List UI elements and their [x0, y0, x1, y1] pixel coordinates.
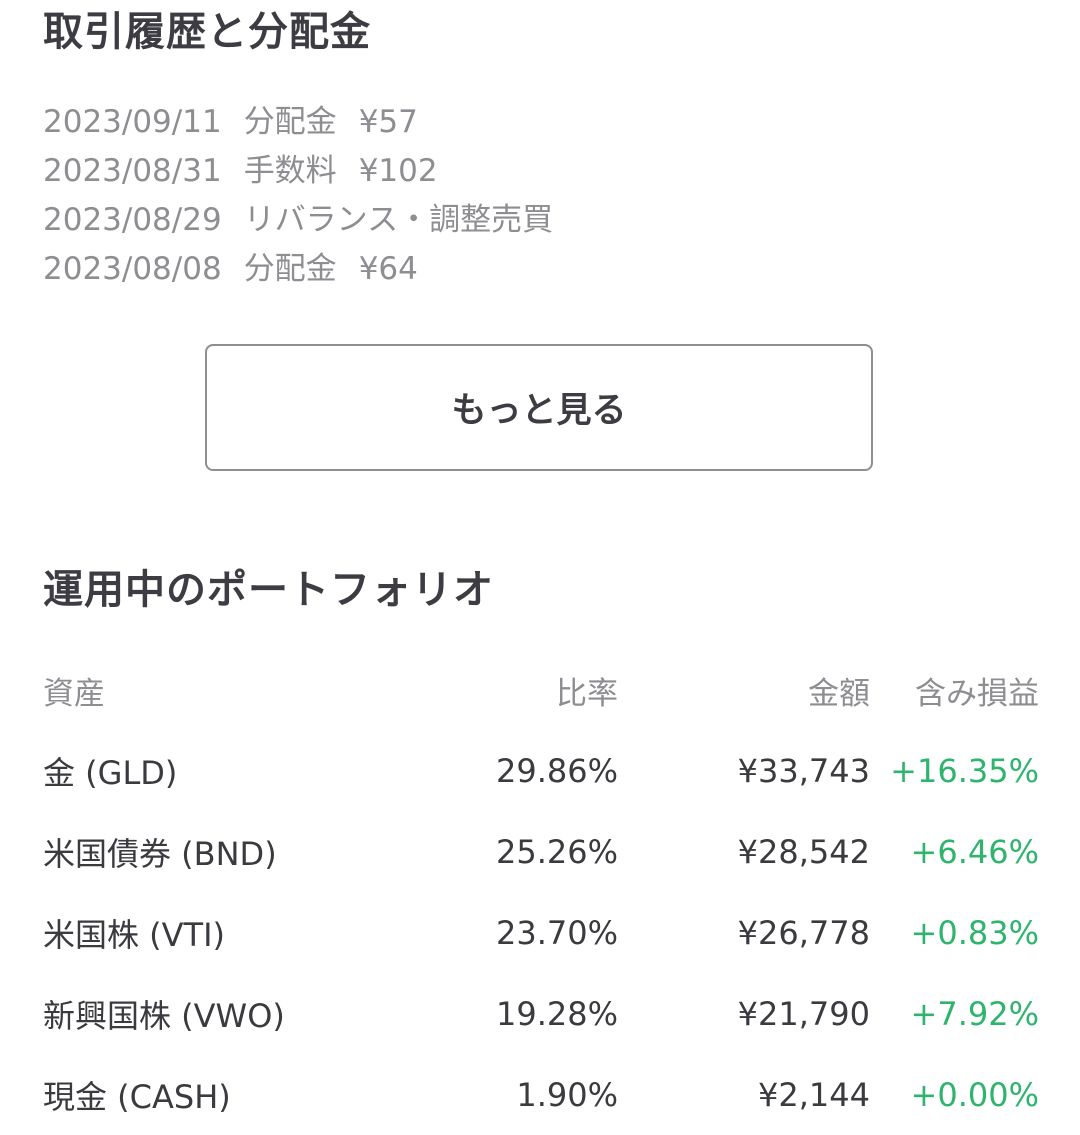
- history-type: リバランス・調整売買: [243, 202, 554, 238]
- history-date: 2023/08/08: [43, 251, 222, 287]
- table-row[interactable]: 米国債券 (BND) 25.26% ¥28,542 +6.46%: [43, 811, 1039, 892]
- asset-name: 米国株 (VTI): [43, 915, 226, 954]
- asset-ratio: 29.86%: [495, 751, 618, 790]
- table-row[interactable]: 金 (GLD) 29.86% ¥33,743 +16.35%: [43, 730, 1039, 811]
- history-amount: ¥57: [358, 104, 418, 140]
- asset-amount: ¥26,778: [737, 913, 870, 952]
- portfolio-table-header: 資産 比率 金額 含み損益: [43, 650, 1039, 730]
- asset-pnl: +0.83%: [910, 913, 1039, 952]
- asset-name: 新興国株 (VWO): [43, 996, 285, 1035]
- history-list: 2023/09/11 分配金 ¥57 2023/08/31 手数料 ¥102 2023/…: [43, 98, 575, 294]
- history-item[interactable]: 2023/09/11 分配金 ¥57: [43, 98, 575, 147]
- asset-ratio: 19.28%: [495, 994, 618, 1033]
- history-date: 2023/08/29: [43, 202, 222, 238]
- asset-amount: ¥21,790: [737, 994, 870, 1033]
- column-header-ratio: 比率: [556, 675, 618, 712]
- asset-amount: ¥2,144: [758, 1075, 870, 1114]
- table-row[interactable]: 現金 (CASH) 1.90% ¥2,144 +0.00%: [43, 1054, 1039, 1135]
- asset-ratio: 23.70%: [495, 913, 618, 952]
- table-row[interactable]: 米国株 (VTI) 23.70% ¥26,778 +0.83%: [43, 892, 1039, 973]
- asset-ratio: 1.90%: [516, 1075, 618, 1114]
- asset-pnl: +7.92%: [910, 994, 1039, 1033]
- asset-name: 金 (GLD): [43, 753, 178, 792]
- history-amount: ¥64: [358, 251, 418, 287]
- history-type: 分配金: [243, 104, 337, 140]
- history-type: 分配金: [243, 251, 337, 287]
- history-item[interactable]: 2023/08/29 リバランス・調整売買: [43, 196, 575, 245]
- history-item[interactable]: 2023/08/31 手数料 ¥102: [43, 147, 575, 196]
- asset-name: 現金 (CASH): [43, 1077, 231, 1116]
- table-row[interactable]: 新興国株 (VWO) 19.28% ¥21,790 +7.92%: [43, 973, 1039, 1054]
- show-more-button[interactable]: もっと見る: [205, 344, 873, 471]
- column-header-pnl: 含み損益: [915, 675, 1039, 712]
- history-amount: ¥102: [358, 153, 438, 189]
- portfolio-table: 資産 比率 金額 含み損益 金 (GLD) 29.86% ¥33,743 +16…: [43, 650, 1039, 1135]
- asset-amount: ¥33,743: [737, 751, 870, 790]
- history-type: 手数料: [243, 153, 337, 189]
- asset-amount: ¥28,542: [737, 832, 870, 871]
- asset-pnl: +16.35%: [890, 751, 1039, 790]
- asset-name: 米国債券 (BND): [43, 834, 277, 873]
- portfolio-section-title: 運用中のポートフォリオ: [43, 567, 494, 613]
- history-date: 2023/09/11: [43, 104, 222, 140]
- column-header-asset: 資産: [43, 675, 105, 712]
- history-section-title: 取引履歴と分配金: [43, 9, 371, 55]
- history-item[interactable]: 2023/08/08 分配金 ¥64: [43, 245, 575, 294]
- column-header-amount: 金額: [808, 675, 870, 712]
- history-date: 2023/08/31: [43, 153, 222, 189]
- asset-pnl: +6.46%: [910, 832, 1039, 871]
- asset-ratio: 25.26%: [495, 832, 618, 871]
- asset-pnl: +0.00%: [910, 1075, 1039, 1114]
